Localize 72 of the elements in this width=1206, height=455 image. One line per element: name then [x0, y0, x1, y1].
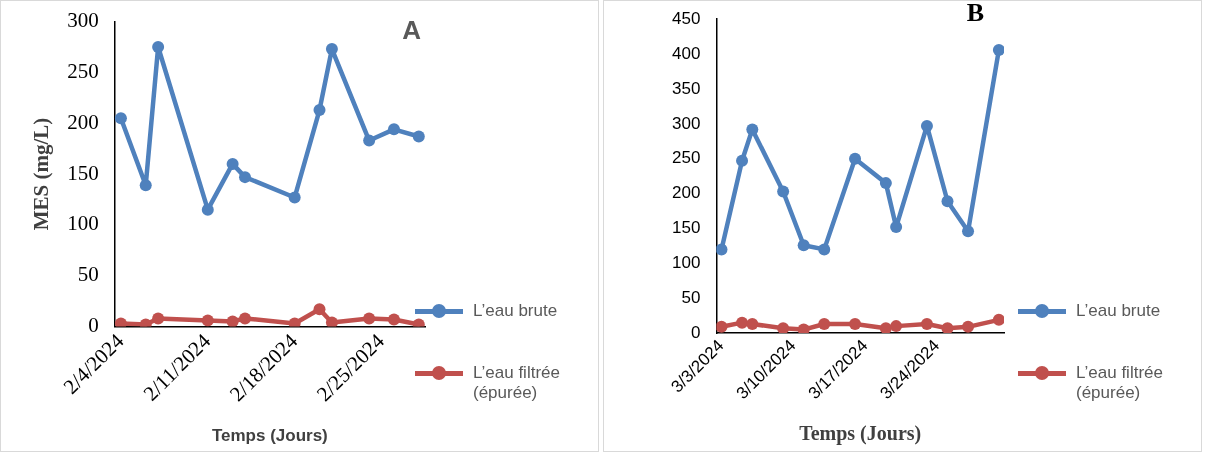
point: [879, 177, 892, 190]
point: [941, 322, 954, 334]
point: [849, 318, 862, 331]
x-axis-title: Temps (Jours): [211, 426, 328, 446]
point: [920, 119, 933, 132]
point: [288, 191, 301, 204]
y-tick-label: 200: [67, 109, 99, 134]
y-tick-label: 100: [671, 253, 701, 273]
point: [992, 313, 1004, 326]
legend-label: L’eau filtrée (épurée): [1076, 363, 1164, 403]
point: [363, 312, 376, 325]
point: [201, 314, 214, 327]
point: [239, 312, 252, 325]
point: [226, 315, 239, 327]
point: [412, 130, 425, 143]
y-axis-title: MES (mg/L): [29, 117, 54, 231]
point: [152, 41, 165, 54]
point: [941, 195, 954, 208]
point: [746, 123, 759, 136]
point: [363, 134, 376, 147]
annotation: A: [402, 15, 422, 46]
y-tick-label: 200: [671, 183, 701, 203]
point: [797, 323, 810, 334]
point: [114, 317, 127, 327]
point: [226, 157, 239, 170]
point: [818, 243, 831, 256]
y-tick-label: 0: [88, 313, 99, 338]
legend-label: L’eau filtrée (épurée): [473, 363, 561, 403]
point: [387, 313, 400, 326]
y-tick-label: 0: [690, 322, 701, 342]
y-tick-label: 300: [67, 8, 99, 33]
point: [716, 320, 728, 333]
point: [152, 312, 165, 325]
y-tick-label: 450: [671, 8, 701, 28]
point: [387, 123, 400, 136]
y-tick-label: 100: [67, 211, 99, 236]
y-tick-label: 400: [671, 43, 701, 63]
point: [288, 317, 301, 327]
point: [139, 179, 152, 192]
point: [746, 318, 759, 331]
y-tick-label: 250: [671, 148, 701, 168]
point: [879, 322, 892, 334]
y-tick-label: 300: [671, 113, 701, 133]
point: [920, 318, 933, 331]
y-tick-label: 150: [67, 160, 99, 185]
x-axis-title: Temps (Jours): [799, 422, 922, 446]
point: [962, 225, 975, 238]
point: [777, 322, 790, 334]
point: [239, 171, 252, 184]
legend-label: L’eau brute: [1076, 301, 1161, 321]
point: [890, 320, 903, 333]
point: [313, 104, 326, 117]
point: [797, 239, 810, 252]
point: [992, 43, 1004, 56]
y-tick-label: 50: [77, 262, 99, 287]
point: [777, 185, 790, 198]
y-tick-label: 350: [671, 78, 701, 98]
y-tick-label: 250: [67, 58, 99, 83]
y-tick-label: 150: [671, 218, 701, 238]
point: [313, 303, 326, 316]
point: [736, 316, 749, 329]
point: [890, 221, 903, 234]
point: [849, 152, 862, 165]
y-tick-label: 50: [681, 287, 701, 307]
point: [736, 154, 749, 167]
point: [114, 112, 127, 125]
point: [325, 316, 338, 327]
legend-label: L’eau brute: [473, 301, 558, 321]
point: [818, 318, 831, 331]
annotation: B: [966, 0, 984, 27]
point: [962, 320, 975, 333]
point: [716, 243, 728, 256]
